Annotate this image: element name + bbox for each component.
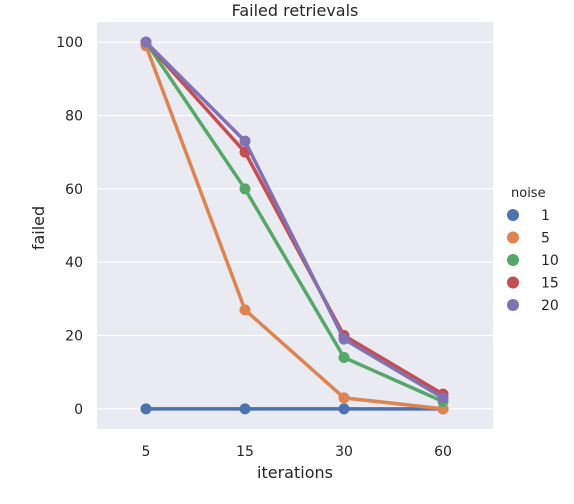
point-10-30 [338,352,350,363]
legend-marker-15 [507,276,519,289]
point-20-30 [338,333,350,345]
legend-label-5: 5 [541,231,550,247]
legend-item-1: 1 [507,208,550,224]
y-tick-labels: 0 20 40 60 80 100 [56,35,83,418]
series-20 [140,36,449,404]
x-tick-labels: 5 15 30 60 [142,444,452,460]
legend-label-10: 10 [541,253,559,269]
x-axis-label: iterations [257,463,333,482]
point-1-15 [239,403,251,415]
legend-label-20: 20 [541,298,559,314]
point-1-5 [140,403,152,415]
legend-item-10: 10 [507,253,559,269]
x-tick-label-30: 30 [335,444,353,460]
point-20-5 [140,36,152,48]
point-5-30 [338,392,350,404]
point-20-15 [239,135,251,147]
y-tick-label-20: 20 [65,329,83,345]
legend-title: noise [511,186,546,201]
x-tick-label-15: 15 [236,444,254,460]
series-line-20 [144,40,445,400]
legend-item-15: 15 [507,276,559,292]
legend-item-5: 5 [507,231,550,247]
point-10-15 [239,183,251,195]
series-group [140,36,449,415]
legend-item-20: 20 [507,298,559,314]
point-20-60 [437,392,449,404]
legend-marker-10 [507,254,519,266]
legend-marker-5 [507,231,519,244]
series-line-10 [144,40,445,404]
point-1-30 [338,403,350,415]
y-tick-label-0: 0 [74,402,83,418]
y-tick-label-80: 80 [65,109,83,125]
y-tick-label-40: 40 [65,255,83,271]
point-5-15 [239,304,251,316]
plot-background [97,22,493,429]
chart-title: Failed retrievals [232,1,359,20]
legend-marker-20 [507,299,519,311]
x-tick-label-60: 60 [434,444,452,460]
legend-marker-1 [507,209,519,221]
y-axis-label: failed [29,206,48,250]
x-tick-label-5: 5 [142,444,151,460]
legend-label-1: 1 [541,208,550,224]
series-line-5 [144,44,445,411]
legend-label-15: 15 [541,276,559,292]
y-tick-label-60: 60 [65,182,83,198]
y-tick-label-100: 100 [56,35,83,51]
